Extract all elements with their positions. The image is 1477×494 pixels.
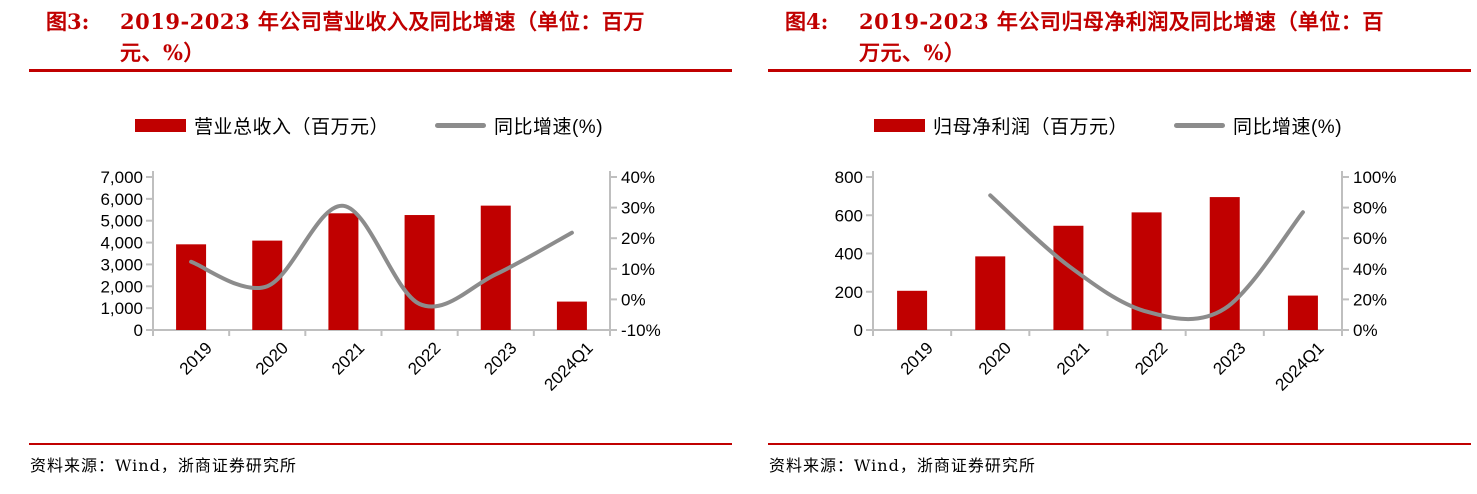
- growth-line: [189, 203, 574, 309]
- right-axis-tick-label: 100%: [1353, 168, 1396, 187]
- right-axis-tick-label: 80%: [1353, 199, 1387, 218]
- figure-title-text: 2019-2023 年公司营业收入及同比增速（单位：百万元、%）: [120, 9, 645, 65]
- right-axis-tick-label: 40%: [1353, 260, 1387, 279]
- title-divider: [768, 69, 1471, 72]
- x-axis-category-label: 2023: [480, 338, 520, 378]
- left-axis-tick-label: 600: [835, 206, 863, 225]
- line-swatch-icon: [1173, 123, 1225, 128]
- right-axis-tick-label: 0%: [621, 290, 646, 309]
- legend-label: 营业总收入（百万元）: [193, 117, 389, 138]
- bar-2020: [975, 256, 1006, 330]
- figure-panel-revenue: 图3: 2019-2023 年公司营业收入及同比增速（单位：百万元、%） 营业总…: [0, 0, 738, 494]
- x-axis-category-label: 2021: [328, 338, 368, 378]
- left-axis-tick-label: 3,000: [100, 255, 143, 274]
- x-axis-category-label: 2021: [1053, 338, 1093, 378]
- x-axis-category-label: 2020: [252, 338, 292, 378]
- x-axis-category-label: 2023: [1209, 338, 1249, 378]
- left-axis-tick-label: 0: [134, 321, 143, 340]
- x-axis-category-label: 2019: [897, 338, 937, 378]
- bar-2024Q1: [556, 301, 587, 330]
- left-axis-tick-label: 4,000: [100, 234, 143, 253]
- right-axis-tick-label: 40%: [621, 168, 655, 187]
- right-axis-tick-label: 20%: [1353, 290, 1387, 309]
- legend-item-line: 同比增速(%): [434, 112, 604, 139]
- figure-title-text: 2019-2023 年公司归母净利润及同比增速（单位：百万元、%）: [859, 9, 1384, 65]
- right-axis-tick-label: 30%: [621, 199, 655, 218]
- legend-item-line: 同比增速(%): [1173, 112, 1343, 139]
- figure-panel-net-profit: 图4: 2019-2023 年公司归母净利润及同比增速（单位：百万元、%） 归母…: [739, 0, 1477, 494]
- figure-title: 图3: 2019-2023 年公司营业收入及同比增速（单位：百万元、%）: [46, 6, 665, 68]
- source-note: 资料来源：Wind，浙商证券研究所: [30, 456, 297, 475]
- figure-title: 图4: 2019-2023 年公司归母净利润及同比增速（单位：百万元、%）: [785, 6, 1404, 68]
- chart-legend: 营业总收入（百万元） 同比增速(%): [0, 112, 738, 139]
- legend-item-bar: 营业总收入（百万元）: [134, 112, 389, 139]
- source-note: 资料来源：Wind，浙商证券研究所: [769, 456, 1036, 475]
- net-profit-chart: 0 200 400 600 800 0% 20% 40% 60% 80% 100% 2019 2020 2…: [835, 168, 1397, 395]
- left-axis-tick-label: 400: [835, 245, 863, 264]
- bar-2021: [1053, 225, 1084, 330]
- bar-series: [897, 197, 1318, 330]
- x-axis-category-label: 2024Q1: [1272, 338, 1328, 394]
- bar-2021: [328, 213, 359, 330]
- right-axis-tick-label: -10%: [621, 321, 661, 340]
- bar-2019: [897, 290, 928, 330]
- source-divider: [29, 443, 732, 445]
- left-axis-tick-label: 800: [835, 168, 863, 187]
- bar-series: [176, 205, 587, 330]
- left-axis-tick-label: 200: [835, 283, 863, 302]
- right-axis-tick-label: 20%: [621, 229, 655, 248]
- figure-number: 图3:: [46, 9, 90, 34]
- axes: 0 1,000 2,000 3,000 4,000 5,000 6,000 7,000 -10%…: [100, 168, 660, 340]
- left-axis-tick-label: 7,000: [100, 168, 143, 187]
- x-axis-category-label: 2019: [176, 338, 216, 378]
- figure-number: 图4:: [785, 9, 829, 34]
- source-divider: [768, 443, 1471, 445]
- left-axis-tick-label: 0: [854, 321, 863, 340]
- legend-label: 归母净利润（百万元）: [932, 117, 1128, 138]
- bar-2019: [176, 244, 207, 330]
- legend-label: 同比增速(%): [493, 117, 604, 138]
- legend-label: 同比增速(%): [1232, 117, 1343, 138]
- right-axis-tick-label: 10%: [621, 260, 655, 279]
- x-axis-category-label: 2022: [1131, 338, 1171, 378]
- left-axis-tick-label: 5,000: [100, 212, 143, 231]
- right-axis-tick-label: 60%: [1353, 229, 1387, 248]
- line-swatch-icon: [434, 123, 486, 128]
- right-axis-tick-label: 0%: [1353, 321, 1378, 340]
- growth-line: [988, 193, 1305, 322]
- chart-legend: 归母净利润（百万元） 同比增速(%): [739, 112, 1477, 139]
- x-axis-category-label: 2022: [404, 338, 444, 378]
- legend-item-bar: 归母净利润（百万元）: [873, 112, 1128, 139]
- title-divider: [29, 69, 732, 72]
- x-axis-category-label: 2024Q1: [541, 338, 597, 394]
- revenue-chart: 0 1,000 2,000 3,000 4,000 5,000 6,000 7,000 -10%…: [100, 168, 660, 395]
- left-axis-tick-label: 2,000: [100, 277, 143, 296]
- axes: 0 200 400 600 800 0% 20% 40% 60% 80% 100%: [835, 168, 1397, 340]
- bar-swatch-icon: [873, 119, 925, 132]
- bar-2024Q1: [1287, 295, 1318, 330]
- bar-swatch-icon: [134, 119, 186, 132]
- bar-2022: [404, 215, 435, 330]
- x-axis-category-label: 2020: [975, 338, 1015, 378]
- left-axis-tick-label: 6,000: [100, 190, 143, 209]
- left-axis-tick-label: 1,000: [100, 299, 143, 318]
